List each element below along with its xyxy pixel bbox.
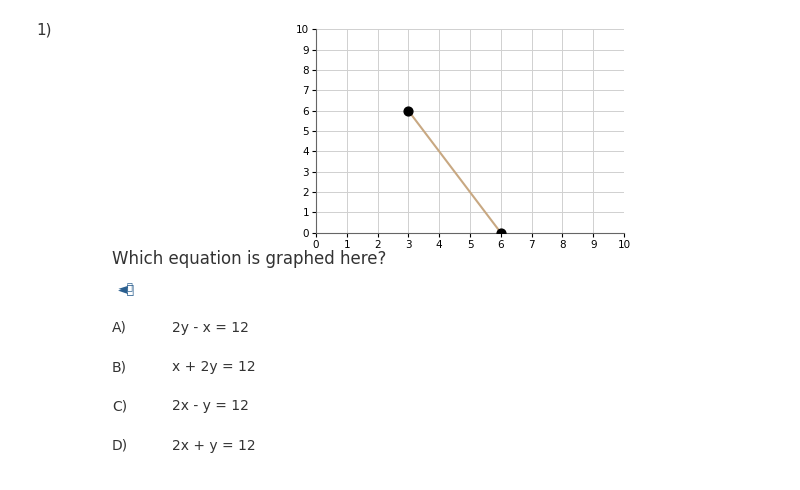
Text: ►: ► — [118, 282, 127, 292]
Text: ◄⦿: ◄⦿ — [118, 284, 135, 297]
Text: 2x + y = 12: 2x + y = 12 — [172, 439, 256, 453]
Text: 2y - x = 12: 2y - x = 12 — [172, 321, 249, 335]
Text: B): B) — [112, 360, 127, 374]
Point — [494, 229, 507, 237]
Text: 2x - y = 12: 2x - y = 12 — [172, 399, 249, 414]
Text: 1): 1) — [36, 22, 51, 37]
Text: D): D) — [112, 439, 128, 453]
Text: ⦿: ⦿ — [126, 281, 132, 291]
Text: x + 2y = 12: x + 2y = 12 — [172, 360, 256, 374]
Text: Which equation is graphed here?: Which equation is graphed here? — [112, 250, 386, 268]
Text: A): A) — [112, 321, 127, 335]
Point — [402, 107, 414, 115]
Text: C): C) — [112, 399, 127, 414]
